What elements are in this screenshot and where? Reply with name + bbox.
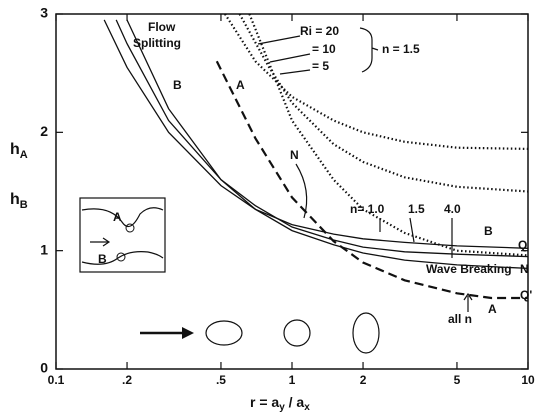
annotation: A <box>236 78 245 92</box>
annotation: Flow <box>148 20 176 34</box>
arrow <box>379 217 453 258</box>
annotation-arrows <box>257 27 473 312</box>
curve <box>215 60 528 300</box>
x-tick-label: 2 <box>360 373 367 387</box>
arrow <box>269 53 311 63</box>
x-label-part: r = a <box>250 394 279 410</box>
annotation: Ri = 20 <box>300 24 339 38</box>
annotation: all n <box>448 312 472 326</box>
annotation: Splitting <box>133 36 181 50</box>
curve <box>224 13 529 150</box>
annotation: = 5 <box>312 59 329 73</box>
arrow-head <box>182 327 194 339</box>
inset-frame <box>79 197 166 273</box>
annotation: B <box>173 78 182 92</box>
ellipse <box>205 320 243 346</box>
annotation: n = 1.5 <box>382 42 420 56</box>
x-tick-label: .5 <box>216 373 226 387</box>
inset-point <box>125 223 135 233</box>
inset-point <box>116 252 126 262</box>
y-tick-label: 3 <box>40 5 48 21</box>
annotation: N <box>520 262 529 276</box>
y-label-main: h <box>10 141 20 158</box>
y-label: hB <box>10 191 28 211</box>
annotation: B <box>98 252 107 266</box>
x-tick-label: 0.1 <box>48 373 65 387</box>
shapes <box>140 312 380 354</box>
curve <box>103 19 529 249</box>
annotation: Wave Breaking <box>426 262 512 276</box>
y-label-sub: B <box>20 199 28 211</box>
inset-curve <box>81 207 164 228</box>
circle <box>283 319 311 347</box>
arrow <box>257 35 301 45</box>
annotation: A <box>113 210 122 224</box>
y-label-main: h <box>10 191 20 208</box>
annotation: = 10 <box>312 42 336 56</box>
annotation: 1.5 <box>408 202 425 216</box>
annotation: n= 1.0 <box>350 202 385 216</box>
annotation: B <box>484 224 493 238</box>
x-label: r = ay / ax <box>250 394 310 413</box>
y-tick-label: 1 <box>40 241 48 257</box>
curve <box>115 19 529 258</box>
y-label: hA <box>10 141 28 161</box>
inset-curve <box>81 251 164 265</box>
y-tick-label: 0 <box>40 360 48 376</box>
x-label-part: x <box>304 402 310 413</box>
ellipse <box>352 312 380 354</box>
y-label-sub: A <box>20 149 28 161</box>
x-label-part: / a <box>285 394 305 410</box>
inset: A B <box>79 197 166 273</box>
annotation: N <box>290 148 299 162</box>
curve <box>238 13 529 193</box>
annotation: A <box>488 302 497 316</box>
arrow <box>295 163 308 219</box>
annotation: Q' <box>520 288 532 302</box>
annotation: 4.0 <box>444 202 461 216</box>
arrow <box>90 237 111 247</box>
annotation: Q <box>518 238 527 252</box>
x-tick-label: 5 <box>454 373 461 387</box>
arrow <box>279 69 311 75</box>
x-tick-label: .2 <box>122 373 132 387</box>
x-label-part: y <box>279 402 285 413</box>
x-tick-label: 1 <box>289 373 296 387</box>
curve <box>126 19 529 270</box>
x-tick-label: 10 <box>521 373 535 387</box>
curve <box>248 13 529 257</box>
y-tick-label: 2 <box>40 123 48 139</box>
brace <box>359 27 379 73</box>
arrow <box>463 292 473 312</box>
